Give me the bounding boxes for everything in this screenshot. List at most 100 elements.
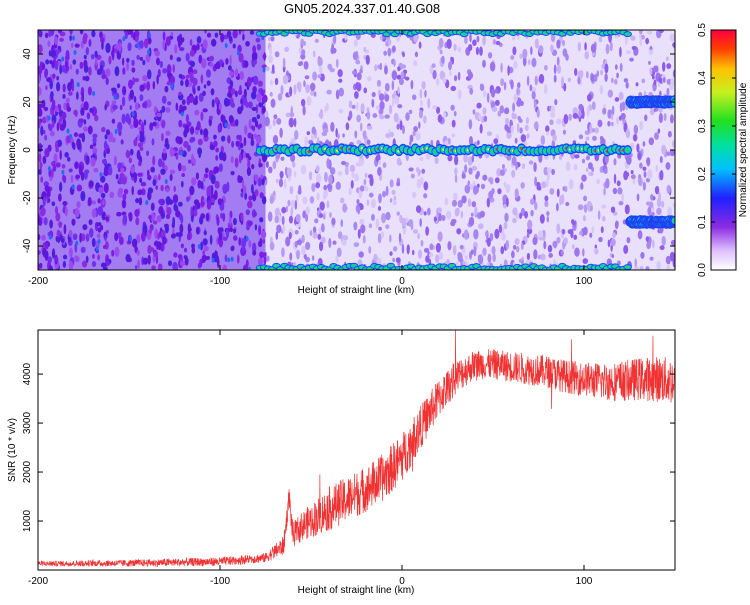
spectrogram-cell xyxy=(480,83,483,88)
spectrogram-cell xyxy=(556,118,562,125)
spectrogram-cell xyxy=(478,223,484,230)
spectrogram-cell xyxy=(624,204,630,215)
spectrogram-cell xyxy=(51,168,54,179)
spectrogram-cell xyxy=(363,46,367,53)
spectrogram-cell xyxy=(393,246,398,252)
spectrogram-cell xyxy=(382,190,386,198)
spectrogram-cell xyxy=(85,255,89,263)
spectrogram-cell xyxy=(54,206,59,215)
spectrogram-cell xyxy=(464,184,471,194)
spectrogram-cell xyxy=(147,49,151,55)
spectrogram-cell xyxy=(366,199,370,206)
spectrogram-cell xyxy=(366,107,370,113)
spectrogram-cell xyxy=(165,196,171,206)
spectrogram-cell xyxy=(379,62,383,71)
spectrogram-cell xyxy=(202,250,206,256)
spectrogram-cell xyxy=(257,257,263,266)
spectrogram-cell xyxy=(558,155,563,161)
spectrogram-cell xyxy=(412,130,416,137)
spectrogram-cell xyxy=(639,265,644,270)
spectrogram-cell xyxy=(457,71,461,81)
spectrogram-cell xyxy=(412,94,417,101)
spectrogram-cell xyxy=(604,73,608,82)
spectrogram-cell xyxy=(66,65,70,71)
spectrogram-cell xyxy=(239,85,242,92)
spectrogram-cell xyxy=(469,87,474,95)
spectrogram-cell xyxy=(510,79,514,90)
spectrogram-cell xyxy=(451,133,456,138)
spectrogram-cell xyxy=(649,256,654,261)
spectrogram-cell xyxy=(348,110,353,120)
spectrogram-cell xyxy=(562,48,568,57)
spectrogram-cell xyxy=(318,241,324,252)
spectrogram-cell xyxy=(161,161,165,168)
spectrogram-cell xyxy=(175,136,181,144)
spectrogram-cell xyxy=(184,124,190,134)
spectrogram-cell xyxy=(166,81,172,86)
ridge-center xyxy=(306,32,312,36)
spectrogram-cell xyxy=(129,89,135,100)
spectrogram-cell xyxy=(384,94,390,102)
spectrogram-cell xyxy=(44,69,48,79)
spectrogram-cell xyxy=(493,138,499,145)
spectrogram-cell xyxy=(309,196,315,204)
ridge-center xyxy=(380,30,386,33)
spectrogram-cell xyxy=(180,79,184,86)
spectrogram-cell xyxy=(71,141,75,149)
spectrogram-cell xyxy=(583,195,588,202)
spectrogram-cell xyxy=(228,30,231,42)
spectrogram-cell xyxy=(245,101,249,108)
spectrogram-cell xyxy=(562,129,567,135)
spectrogram-cell xyxy=(220,145,225,153)
y-tick-label: 1000 xyxy=(22,509,33,532)
spectrogram-cell xyxy=(39,61,43,66)
spectrogram-cell xyxy=(413,60,418,67)
spectrogram-cell xyxy=(190,60,195,68)
spectrogram-cell xyxy=(209,234,213,245)
y-tick-label: 3000 xyxy=(22,412,33,435)
spectrogram-cell xyxy=(56,81,61,92)
spectrogram-cell xyxy=(379,35,383,41)
spectrogram-cell xyxy=(311,182,316,192)
spectrogram-cell xyxy=(613,173,617,184)
spectrogram-cell xyxy=(514,238,520,246)
spectrogram-cell xyxy=(670,255,674,262)
spectrogram-cell xyxy=(588,171,594,177)
spectrogram-cell xyxy=(338,109,344,114)
spectrogram-cell xyxy=(44,134,48,141)
spectrogram-cell xyxy=(88,38,92,47)
spectrogram-cell xyxy=(203,84,207,89)
spectrogram-cell xyxy=(385,185,389,197)
spectrogram-cell xyxy=(489,61,496,72)
spectrogram-cell xyxy=(111,249,115,257)
spectrogram-cell xyxy=(232,43,236,49)
spectrogram-cell xyxy=(217,123,221,134)
spectrogram-cell xyxy=(638,177,643,187)
spectrogram-cell xyxy=(122,193,127,201)
spectrogram-cell xyxy=(382,162,387,168)
spectrogram-cell xyxy=(117,121,123,132)
spectrogram-cell xyxy=(120,139,124,145)
spectrogram-cell xyxy=(94,114,99,122)
spectrogram-cell xyxy=(247,220,253,226)
spectrogram-cell xyxy=(295,194,299,203)
spectrogram-cell xyxy=(88,66,92,76)
spectrogram-cell xyxy=(457,252,463,263)
spectrogram-cell xyxy=(514,188,519,199)
spectrogram-cell xyxy=(260,174,264,180)
spectrogram-cell xyxy=(165,188,169,193)
spectrogram-cell xyxy=(486,197,490,208)
spectrogram-cell xyxy=(367,76,372,82)
colorbar-tick-label: 0.0 xyxy=(697,263,708,277)
spectrogram-cell xyxy=(584,42,587,51)
spectrogram-cell xyxy=(199,128,203,136)
spectrogram-cell xyxy=(356,72,362,81)
spectrogram-cell xyxy=(280,84,284,95)
spectrogram-cell xyxy=(401,217,407,228)
spectrogram-cell xyxy=(142,75,148,82)
spectrogram-cell xyxy=(111,100,117,105)
spectrogram-cell xyxy=(613,158,617,166)
colorbar-tick-label: 0.1 xyxy=(697,215,708,229)
spectrogram-cell xyxy=(512,46,517,56)
spectrogram-cell xyxy=(302,210,306,219)
